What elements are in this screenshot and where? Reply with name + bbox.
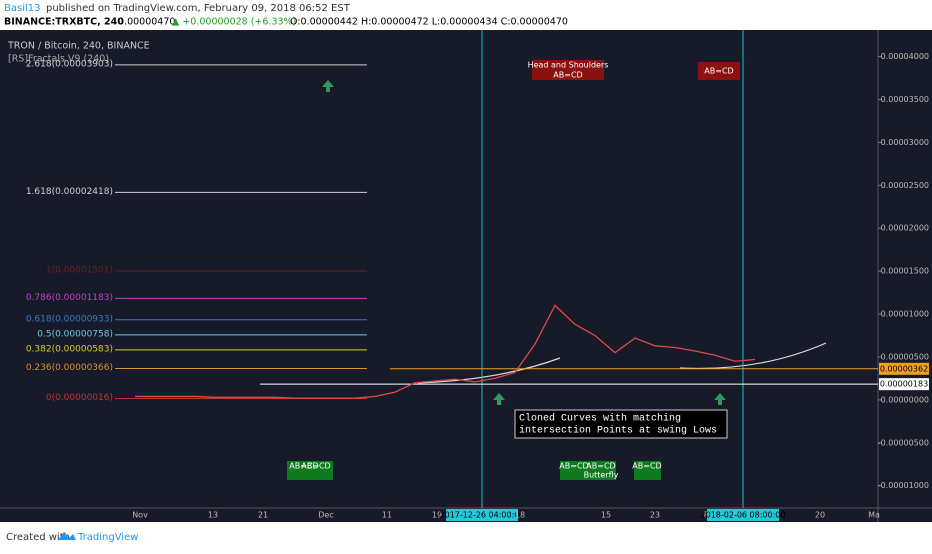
- fib-label: 0.5(0.00000758): [37, 329, 113, 339]
- pattern-label: AB=CD: [632, 462, 661, 471]
- x-tick-label: 13: [208, 511, 218, 520]
- fib-label: 0.786(0.00001183): [26, 293, 113, 303]
- y-tick-label: 0.00003000: [881, 138, 929, 147]
- x-tick-label: 2017-12-26 04:00:00: [440, 511, 525, 520]
- pattern-box: [287, 461, 333, 480]
- y-tick-label: -0.00001000: [878, 481, 929, 490]
- pattern-box: [532, 60, 604, 80]
- y-tick-label: 0.00003500: [881, 95, 929, 104]
- fib-label: 0.618(0.00000933): [26, 314, 113, 324]
- pattern-label: Head and Shoulders: [528, 61, 609, 70]
- author[interactable]: Basil13: [4, 3, 40, 14]
- chart-area: [0, 30, 932, 522]
- x-tick-label: 19: [432, 511, 442, 520]
- y-tick-label: -0.00000500: [878, 438, 929, 447]
- x-tick-label: F: [704, 511, 709, 520]
- footer-brand[interactable]: TradingView: [77, 532, 138, 543]
- fib-label: 0.382(0.00000583): [26, 344, 113, 354]
- curve: [417, 357, 561, 384]
- note-text: intersection Points at swing Lows: [519, 425, 717, 437]
- pattern-box: [634, 461, 661, 480]
- fib-label: 1.618(0.00002418): [26, 187, 113, 197]
- x-tick-label: 18: [515, 511, 525, 520]
- price-line-series: [135, 304, 756, 399]
- y-tick-label: 0.00000000: [881, 395, 929, 404]
- pattern-label: AB=CD: [704, 67, 733, 76]
- pattern-label: AB=CD: [289, 462, 318, 471]
- pattern-label: AB=CD: [559, 462, 588, 471]
- note-box: [514, 409, 728, 439]
- y-tick-label: 0.00002500: [881, 181, 929, 190]
- x-tick-label: 11: [382, 511, 392, 520]
- footer-created: Created with: [6, 532, 70, 543]
- indicator-name: [RS]Fractals V9 (240): [8, 54, 109, 65]
- y-tick-label: 0.00002000: [881, 224, 929, 233]
- x-tick-label: 23: [650, 511, 660, 520]
- change: ▲ +0.00000028 (+6.33%): [172, 17, 296, 28]
- symbol: BINANCE:TRXBTC, 240: [4, 17, 124, 28]
- ohlc: O:0.00000442 H:0.00000472 L:0.00000434 C…: [290, 17, 568, 28]
- y-tick-label: 0.00001500: [881, 267, 929, 276]
- pattern-box: [698, 62, 740, 80]
- chart-title: TRON / Bitcoin, 240, BINANCE: [7, 41, 150, 52]
- fib-label: 2.618(0.00003903): [26, 59, 113, 69]
- pattern-label: AB=CD: [301, 462, 330, 471]
- y-tick-label: 0.00000500: [881, 352, 929, 361]
- price-tag-label: 0.00000362: [880, 364, 928, 373]
- footer-bar: [0, 522, 932, 550]
- fib-label: 0(0.00000016): [46, 393, 113, 403]
- x-tick-label: 2018-02-06 08:00:00: [701, 511, 786, 520]
- pattern-box: [560, 461, 616, 480]
- logo: [58, 532, 76, 540]
- header-bar: [0, 0, 932, 30]
- price-tag: [879, 362, 929, 375]
- time-highlight: [707, 509, 779, 521]
- x-tick-label: 21: [258, 511, 268, 520]
- x-tick-label: 15: [601, 511, 611, 520]
- pattern-label: Butterfly: [584, 471, 619, 480]
- time-highlight: [446, 509, 518, 521]
- x-tick-label: 20: [815, 511, 825, 520]
- x-tick-label: Nov: [132, 511, 148, 520]
- x-tick-label: Ma: [868, 511, 880, 520]
- y-tick-label: 0.00001000: [881, 310, 929, 319]
- price-tag-label: 0.00000183: [880, 380, 928, 389]
- pattern-label: AB=CD: [553, 71, 582, 80]
- fib-label: 0.236(0.00000366): [26, 363, 113, 373]
- price-tag: [879, 378, 929, 391]
- last: 0.00000470: [118, 17, 175, 28]
- published: published on TradingView.com, February 0…: [46, 3, 351, 14]
- y-tick-label: 0.00004000: [881, 52, 929, 61]
- note-text: Cloned Curves with matching: [519, 413, 681, 425]
- x-tick-label: Dec: [318, 511, 333, 520]
- fib-label: 1(0.00001501): [46, 266, 113, 276]
- pattern-label: AB=CD: [586, 462, 615, 471]
